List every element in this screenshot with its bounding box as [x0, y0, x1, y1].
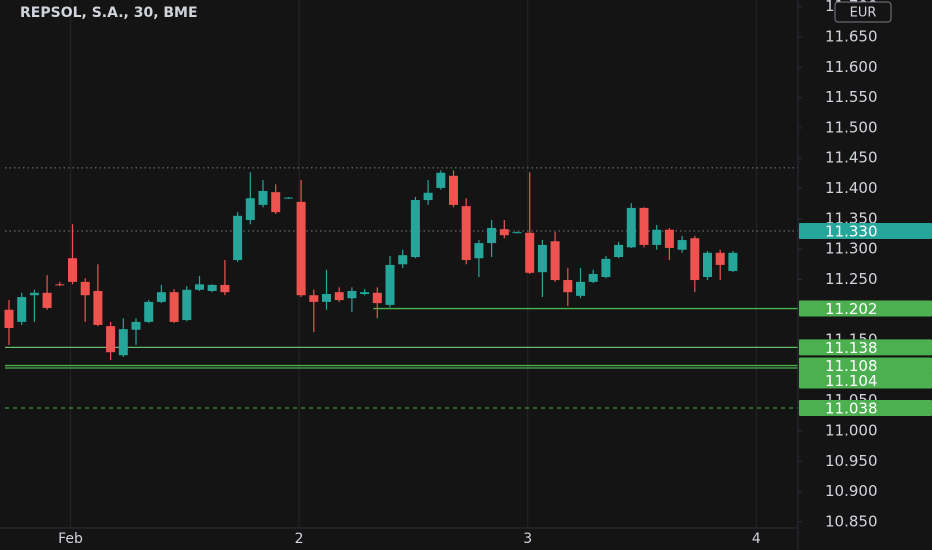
candle-body: [118, 329, 128, 356]
candle-body: [690, 238, 700, 281]
y-tick-label: 11.400: [825, 179, 878, 197]
price-label: 11.108: [825, 357, 878, 375]
candle-body: [588, 274, 598, 282]
candle-body: [4, 309, 14, 328]
candle-body: [322, 294, 331, 302]
candle-body: [512, 232, 522, 234]
candle-body: [29, 292, 39, 296]
candle-body: [156, 292, 166, 302]
candle-body: [68, 258, 77, 282]
candle-body: [728, 252, 738, 271]
y-tick-label: 11.600: [825, 58, 878, 76]
currency-label[interactable]: EUR: [850, 6, 877, 21]
candle-body: [664, 229, 674, 248]
candle-body: [499, 229, 509, 236]
candle-body: [537, 244, 547, 273]
candle-body: [131, 321, 141, 330]
candle-body: [309, 295, 319, 302]
candle-body: [220, 284, 230, 293]
y-tick-label: 11.550: [825, 88, 878, 106]
candle-body: [144, 301, 154, 322]
level-layer: [5, 167, 798, 409]
price-label-box: [799, 300, 932, 317]
candle-body: [372, 292, 382, 304]
x-tick-label: 2: [295, 531, 304, 547]
y-tick-label: 10.850: [825, 512, 878, 530]
price-label: 11.038: [825, 399, 878, 417]
candle-body: [436, 172, 446, 188]
candle-body: [334, 292, 344, 301]
x-tick-label: 4: [752, 531, 761, 547]
candle-body: [563, 280, 573, 293]
candle-body: [652, 229, 662, 245]
candle-body: [576, 281, 585, 296]
price-label: 11.330: [825, 222, 878, 240]
price-label-box: [799, 357, 932, 374]
candle-body: [626, 207, 636, 248]
y-tick-label: 11.450: [825, 149, 878, 167]
y-tick-label: 11.250: [825, 270, 878, 288]
candle-body: [195, 284, 204, 290]
candle-body: [106, 326, 116, 353]
candle-body: [410, 200, 420, 258]
candle-body: [245, 198, 255, 221]
candle-body: [398, 255, 408, 265]
candle-body: [17, 297, 27, 322]
candle-body: [55, 284, 65, 286]
candle-body: [271, 192, 281, 213]
candle-body: [715, 252, 725, 265]
candle-body: [347, 290, 357, 299]
y-tick-label: 11.350: [825, 209, 878, 227]
candle-body: [639, 207, 649, 245]
candle-body: [169, 292, 179, 322]
candle-body: [423, 192, 433, 201]
candle-body: [461, 206, 471, 261]
candle-body: [385, 264, 395, 305]
price-label: 11.138: [825, 339, 878, 357]
candle-body: [258, 190, 268, 205]
x-tick-label: Feb: [58, 531, 83, 547]
currency-box[interactable]: [834, 1, 892, 23]
y-tick-label: 11.000: [825, 422, 878, 440]
y-tick-label: 11.650: [825, 27, 878, 45]
candle-body: [283, 197, 293, 199]
price-label-box: [799, 339, 932, 356]
candle-body: [80, 281, 90, 296]
candle-body: [474, 243, 484, 259]
candle-body: [449, 175, 458, 205]
y-tick-label: 11.300: [825, 240, 878, 258]
candle-body: [233, 215, 243, 261]
chart-title: REPSOL, S.A., 30, BME: [20, 5, 198, 21]
candle-body: [93, 290, 103, 325]
y-tick-label: 10.900: [825, 482, 878, 500]
candle-body: [42, 292, 52, 308]
candle-body: [677, 240, 687, 250]
x-tick-label: 3: [523, 531, 532, 547]
y-tick-label: 10.950: [825, 452, 878, 470]
price-label: 11.202: [825, 300, 878, 318]
candle-body: [207, 284, 217, 291]
candle-body: [703, 252, 712, 278]
price-label-box: [799, 372, 932, 389]
price-label-box: [799, 399, 932, 416]
price-label-box: [799, 222, 932, 239]
candle-layer: [4, 170, 738, 361]
price-label: 11.104: [825, 372, 878, 390]
candle-body: [614, 244, 624, 258]
y-tick-label: 11.500: [825, 118, 878, 136]
candle-body: [550, 241, 560, 281]
candle-body: [296, 201, 306, 296]
candle-body: [601, 258, 611, 278]
candle-body: [487, 227, 497, 244]
candle-body: [182, 289, 192, 321]
candle-body: [525, 232, 535, 273]
candle-body: [360, 292, 370, 295]
